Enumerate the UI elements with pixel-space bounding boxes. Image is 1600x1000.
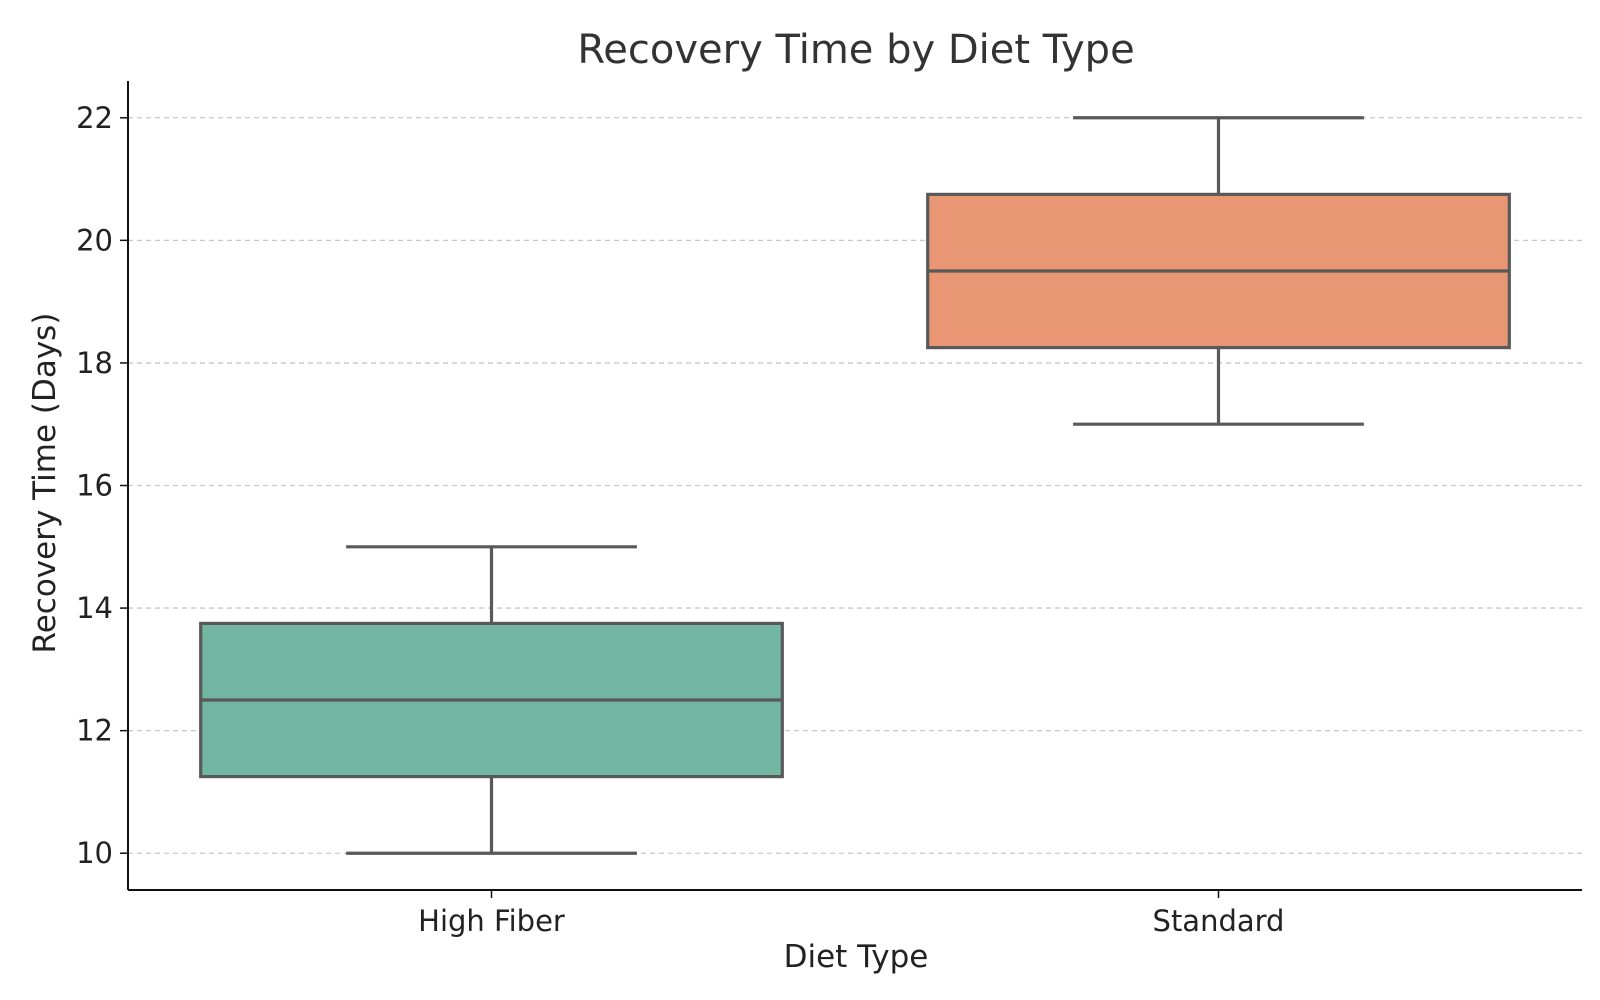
x-axis-label: Diet Type: [784, 939, 929, 975]
y-tick-label: 14: [76, 591, 113, 625]
y-tick-label: 22: [76, 101, 113, 135]
y-tick-label: 18: [76, 346, 113, 380]
x-tick-label: Standard: [1153, 904, 1285, 938]
box-layer: [199, 116, 1511, 855]
chart-title: Recovery Time by Diet Type: [577, 27, 1134, 73]
y-axis-label: Recovery Time (Days): [27, 313, 63, 654]
y-tick-label: 12: [76, 714, 113, 748]
box-group: [199, 545, 784, 855]
box-group: [926, 116, 1511, 426]
x-tick-label: High Fiber: [418, 904, 565, 938]
y-tick-label: 20: [76, 223, 113, 257]
axis-layer: 10 12 14 16 18 20 22 High Fiber Standard: [76, 81, 1582, 938]
y-tick-label: 10: [76, 836, 113, 870]
y-tick-label: 16: [76, 469, 113, 503]
